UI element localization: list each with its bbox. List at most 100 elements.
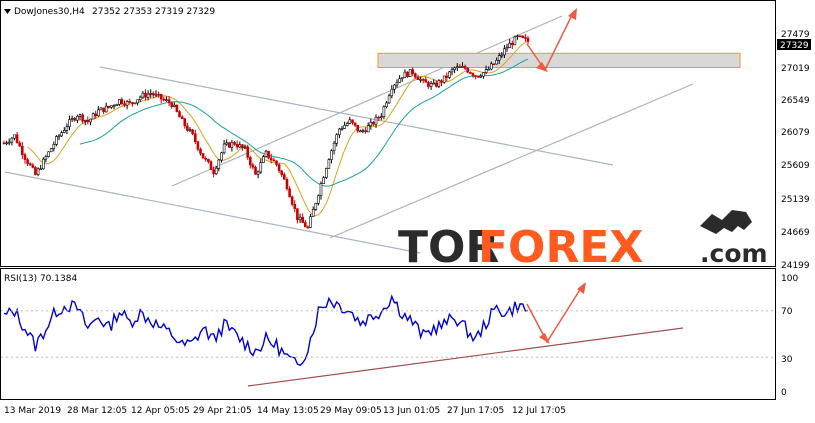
down-channel-upper-line [99, 66, 614, 166]
bull-candle [57, 135, 61, 138]
bull-candle [319, 183, 323, 196]
bull-candle [497, 55, 501, 61]
bull-candle [49, 148, 53, 153]
bear-candle [296, 208, 299, 221]
bear-candle [194, 133, 197, 142]
bear-candle [128, 101, 132, 103]
bear-candle [466, 68, 470, 73]
bear-candle [463, 66, 467, 69]
bear-candle [275, 160, 278, 165]
bull-candle [343, 125, 346, 129]
bull-candle [461, 66, 464, 68]
time-tick-label: 12 Jul 17:05 [512, 406, 566, 416]
bull-candle [165, 99, 168, 101]
rsi-header-label: RSI(13) 70.1384 [4, 274, 77, 284]
bear-candle [458, 66, 462, 68]
bull-candle [432, 82, 436, 85]
bear-candle [469, 72, 472, 74]
bull-candle [311, 209, 315, 217]
bear-candle [15, 134, 19, 144]
bear-candle [186, 125, 189, 131]
bull-candle [327, 159, 331, 169]
bull-candle [479, 75, 483, 78]
bear-candle [235, 144, 239, 148]
bear-candle [2, 142, 6, 145]
bull-candle [374, 116, 378, 125]
bear-candle [102, 107, 105, 113]
bull-candle [78, 114, 82, 117]
bull-candle [429, 83, 433, 87]
bear-candle [178, 111, 181, 118]
bear-candle [351, 119, 354, 124]
rsi-tick-label: 70 [781, 307, 793, 317]
bull-candle [503, 48, 506, 56]
rsi-line [3, 294, 529, 367]
bull-candle [125, 101, 129, 106]
bear-candle [518, 35, 522, 38]
bear-candle [267, 150, 270, 159]
bull-candle [5, 142, 8, 145]
bear-candle [26, 159, 29, 164]
bear-candle [180, 116, 184, 120]
bear-candle [445, 75, 449, 78]
bull-candle [104, 105, 108, 113]
bull-candle [437, 80, 441, 87]
bear-candle [303, 222, 307, 228]
bear-candle [175, 104, 179, 112]
bull-candle [264, 150, 268, 157]
channel-lines [4, 15, 694, 254]
bull-candle [154, 93, 158, 96]
price-tick-label: 24199 [781, 261, 810, 271]
time-tick-label: 29 Apr 21:05 [193, 406, 252, 416]
bear-candle [207, 158, 210, 162]
bear-candle [209, 161, 213, 170]
bull-candle [487, 68, 491, 71]
bear-candle [23, 154, 27, 160]
bear-candle [251, 164, 255, 168]
bear-candle [201, 153, 205, 159]
rsi-forecast-arrowhead-1 [539, 333, 550, 344]
bull-candle [345, 123, 349, 126]
current-price-label: 27329 [780, 41, 809, 51]
bear-candle [288, 188, 291, 198]
bear-candle [144, 92, 147, 98]
up-channel-upper-line [171, 15, 563, 187]
bear-candle [120, 99, 124, 104]
bear-candle [28, 163, 32, 166]
watermark-forex: FOREX [478, 222, 643, 273]
bull-candle [379, 116, 383, 118]
bear-candle [20, 145, 24, 156]
bull-candle [55, 136, 58, 145]
torforex-watermark: TOR FOREX .com [398, 210, 768, 273]
bull-candle [390, 88, 394, 97]
bull-candle [513, 36, 517, 46]
bull-candle [99, 107, 103, 111]
rsi-tick-label: 100 [781, 274, 798, 284]
bull-candle [83, 119, 87, 122]
bear-candle [228, 142, 231, 148]
bull-candle [330, 150, 333, 160]
bull-candle [136, 99, 139, 104]
bear-candle [406, 71, 409, 77]
bull-candle [225, 142, 228, 145]
chart-symbol-label: DowJones30,H4 [14, 7, 85, 17]
bear-candle [246, 146, 249, 158]
bull-candle [495, 59, 498, 65]
bull-candle [505, 47, 509, 50]
bull-candle [39, 168, 43, 171]
bull-candle [400, 77, 404, 79]
bull-candle [243, 146, 247, 149]
bull-candle [489, 63, 493, 70]
chart-menu-triangle-icon[interactable] [4, 9, 11, 14]
bull-candle [146, 93, 150, 98]
bull-candle [7, 141, 11, 144]
bear-candle [356, 125, 360, 132]
bull-candle [52, 144, 56, 149]
bear-candle [107, 105, 111, 108]
time-tick-label: 14 May 13:05 [257, 406, 319, 416]
bull-candle [70, 118, 74, 120]
bear-candle [421, 79, 425, 81]
bear-candle [254, 166, 257, 175]
bull-candle [97, 109, 100, 117]
